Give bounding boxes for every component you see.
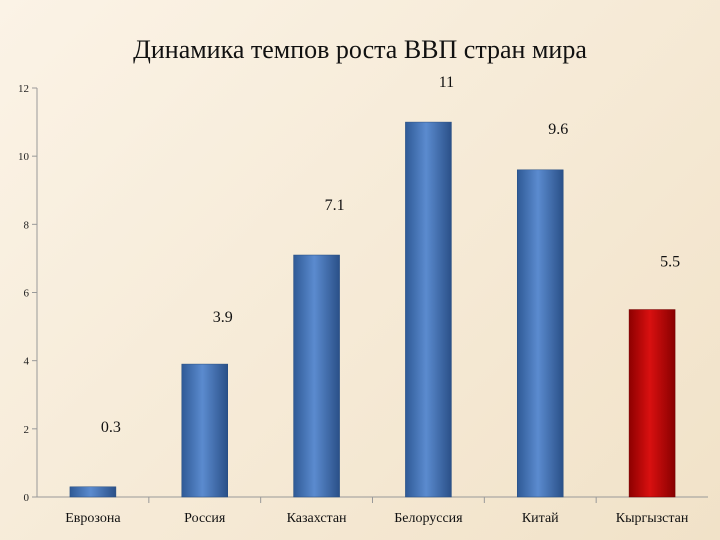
- bar: [517, 169, 564, 498]
- data-label: 7.1: [325, 197, 345, 214]
- data-label: 11: [439, 74, 454, 91]
- bar: [405, 121, 452, 498]
- y-tick-label: 6: [24, 288, 30, 300]
- chart-title: Динамика темпов роста ВВП стран мира: [133, 35, 587, 64]
- data-labels: 0.3 3.9 7.1 11 9.6 5.5: [101, 74, 680, 436]
- y-tick-label: 12: [18, 83, 29, 95]
- category-label: Белоруссия: [394, 511, 463, 526]
- category-label: Казахстан: [287, 511, 347, 526]
- category-label: Еврозона: [65, 511, 121, 526]
- y-tick-label: 10: [18, 151, 30, 163]
- bar: [293, 254, 340, 498]
- y-tick-label: 2: [24, 424, 30, 436]
- category-label: Россия: [184, 511, 226, 526]
- data-label: 3.9: [213, 309, 233, 326]
- data-label: 5.5: [660, 254, 680, 271]
- category-labels: Еврозона Россия Казахстан Белоруссия Китай Кы…: [65, 511, 689, 526]
- y-ticks: 0 2 4 6 8 10 12: [18, 83, 37, 504]
- y-tick-label: 0: [24, 492, 30, 504]
- y-tick-label: 4: [24, 356, 30, 368]
- data-label: 0.3: [101, 419, 121, 436]
- bars: [69, 121, 676, 498]
- y-tick-label: 8: [24, 219, 30, 231]
- category-label: Кыргызстан: [616, 511, 689, 526]
- bar: [181, 363, 228, 498]
- category-label: Китай: [522, 511, 559, 526]
- bar: [69, 486, 117, 498]
- x-ticks: [148, 497, 597, 503]
- data-label: 9.6: [548, 121, 568, 138]
- bar: [628, 309, 676, 498]
